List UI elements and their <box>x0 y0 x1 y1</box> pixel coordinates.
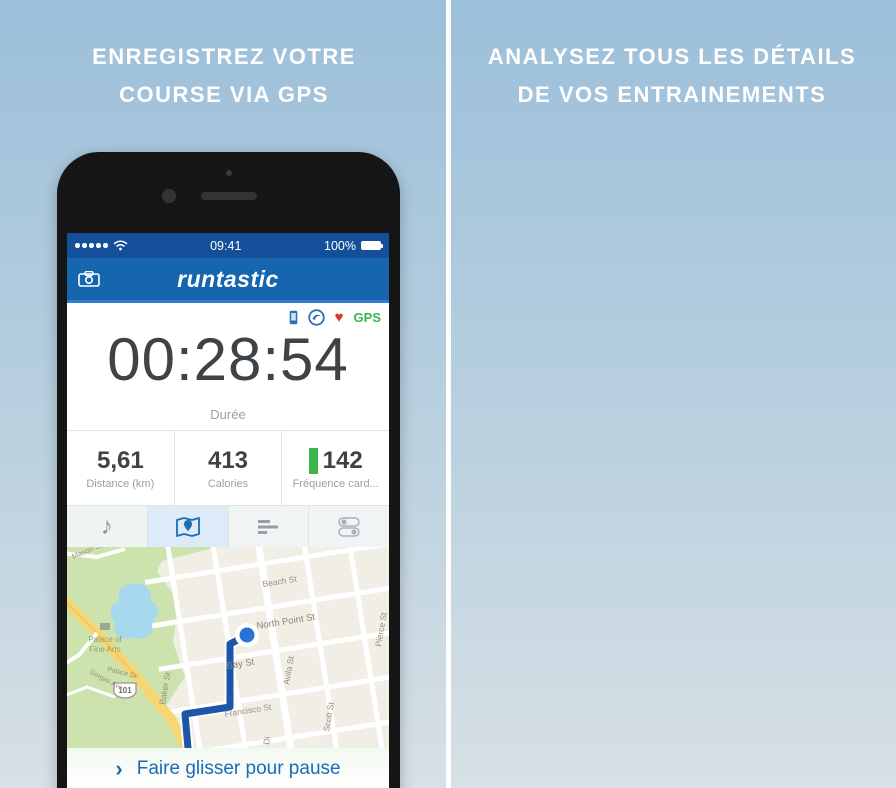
music-note-icon: ♪ <box>100 512 113 540</box>
distance-label: Distance (km) <box>86 477 155 490</box>
left-panel: ENREGISTREZ VOTRE COURSE VIA GPS <box>0 38 448 788</box>
runtastic-logo: runtastic <box>177 265 279 292</box>
street-label: Di <box>261 736 272 746</box>
phone-sensor-dot <box>225 170 232 176</box>
street-label: Bay St <box>226 657 256 672</box>
status-bar: 09:41 100% <box>67 233 389 258</box>
tab-map-selected[interactable] <box>147 506 229 547</box>
right-panel: ANALYSEZ TOUS LES DÉTAILS DE VOS ENTRAIN… <box>448 0 896 788</box>
slide-to-pause-bar[interactable]: › Faire glisser pour pause <box>67 748 389 788</box>
right-caption-line1: ANALYSEZ TOUS LES DÉTAILS <box>487 44 857 69</box>
battery-icon <box>360 241 383 250</box>
tab-music[interactable]: ♪ <box>67 506 148 547</box>
right-caption-line2: DE VOS ENTRAINEMENTS <box>517 82 827 107</box>
left-nav-bar: runtastic <box>67 258 389 303</box>
map-pin-icon <box>175 516 200 537</box>
battery-percent: 100% <box>324 238 356 253</box>
duration-label: Durée <box>210 407 246 422</box>
current-position-dot <box>239 627 255 643</box>
gps-status: GPS <box>353 310 381 325</box>
chevron-right-icon: › <box>115 755 123 781</box>
splits-list-icon <box>258 519 279 534</box>
calories-label: Calories <box>207 477 249 490</box>
wifi-icon <box>112 240 128 251</box>
heart-rate-connected-icon: ♥ <box>334 309 344 326</box>
runtastic-ring-icon <box>307 309 325 326</box>
poi-palace-of-fine-arts: Palace of Fine Arts <box>88 623 122 654</box>
left-tab-bar: ♪ <box>67 505 389 547</box>
heart-rate-signal-bar <box>308 447 318 474</box>
pause-hint-label: Faire glisser pour pause <box>136 757 341 779</box>
gps-route-line <box>181 631 251 748</box>
tab-settings[interactable] <box>309 506 389 547</box>
signal-strength-icon <box>75 243 108 248</box>
distance-value: 5,61 <box>96 446 144 474</box>
duration-section: ♥ GPS 00:28:54 Durée <box>67 303 389 430</box>
highway-101-label: 101 <box>118 686 132 695</box>
route-map[interactable]: 101 Mason St Beach St North Point St Bay… <box>67 547 389 748</box>
duration-value: 00:28:54 <box>107 326 349 393</box>
heart-rate-value: 142 <box>322 446 363 474</box>
right-caption: ANALYSEZ TOUS LES DÉTAILS DE VOS ENTRAIN… <box>448 38 896 114</box>
stat-calories: 413 Calories <box>175 431 283 505</box>
tab-splits[interactable] <box>228 506 310 547</box>
left-caption-line1: ENREGISTREZ VOTRE <box>92 44 356 69</box>
svg-text:Fine Arts: Fine Arts <box>89 645 121 654</box>
camera-icon <box>78 271 100 287</box>
map-canvas: 101 Mason St Beach St North Point St Bay… <box>67 547 389 748</box>
highway-101-shield: 101 <box>113 682 137 699</box>
svg-text:Palace of: Palace of <box>88 635 122 644</box>
calories-value: 413 <box>207 446 249 474</box>
earpiece-speaker <box>200 192 257 200</box>
stat-distance: 5,61 Distance (km) <box>67 431 175 505</box>
front-camera <box>162 189 176 203</box>
status-time: 09:41 <box>210 238 242 253</box>
stat-heart-rate: 142 Fréquence card... <box>282 431 389 505</box>
left-caption: ENREGISTREZ VOTRE COURSE VIA GPS <box>0 38 448 114</box>
panel-divider <box>446 0 451 788</box>
live-stats-row: 5,61 Distance (km) 413 Calories 142 Fréq… <box>67 430 389 505</box>
toggles-icon <box>338 516 360 537</box>
left-caption-line2: COURSE VIA GPS <box>119 82 329 107</box>
camera-button[interactable] <box>67 271 111 287</box>
device-connected-icon <box>289 310 297 325</box>
heart-rate-label: Fréquence card... <box>292 477 379 490</box>
left-phone: 09:41 100% runtastic <box>57 152 400 788</box>
left-screen: 09:41 100% runtastic <box>67 233 389 788</box>
